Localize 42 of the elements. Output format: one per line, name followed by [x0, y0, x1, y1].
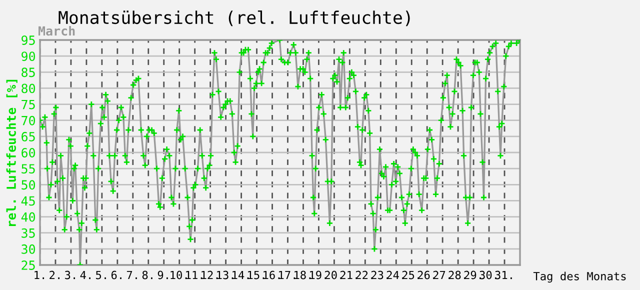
y-tick-label: 80 — [22, 84, 36, 94]
x-tick-label: 3. — [65, 270, 75, 280]
chart-subtitle: March — [38, 26, 75, 36]
x-tick-label: 13. — [217, 270, 234, 280]
y-tick-label: 95 — [22, 36, 35, 45]
x-tick-label: 14. — [232, 270, 249, 280]
x-tick-label: 11. — [186, 270, 202, 280]
y-tick-label: 50 — [22, 180, 36, 190]
x-tick-label: 30. — [480, 270, 496, 280]
x-tick-label: 1. — [34, 270, 44, 280]
x-tick-label: 12. — [202, 270, 218, 280]
x-tick-label: 4. — [80, 270, 90, 280]
x-tick-label: 29. — [464, 270, 481, 280]
y-axis-title: rel. Luftfeuchte [%] — [6, 80, 18, 226]
x-axis-title: Tag des Monats — [533, 272, 626, 283]
x-tick-label: 16. — [264, 270, 280, 280]
y-tick-label: 65 — [22, 132, 35, 142]
y-tick-label: 25 — [22, 260, 35, 270]
x-tick-label: 28. — [448, 270, 466, 280]
x-tick-label: 5. — [96, 270, 106, 280]
y-tick-label: 40 — [21, 212, 36, 222]
y-tick-label: 35 — [22, 228, 35, 238]
y-tick-label: 55 — [22, 164, 35, 174]
x-tick-label: 17. — [279, 270, 296, 280]
y-tick-label: 60 — [22, 148, 36, 158]
x-tick-label: 2. — [50, 270, 60, 280]
y-tick-label: 85 — [22, 68, 35, 78]
y-tick-label: 70 — [22, 116, 36, 126]
x-tick-label: 9. — [158, 270, 168, 280]
y-tick-label: 90 — [22, 52, 36, 62]
y-tick-label: 30 — [22, 244, 36, 254]
x-tick-label: 7. — [126, 270, 137, 280]
x-tick-label: 15. — [248, 270, 264, 280]
x-tick-label: 10. — [170, 270, 187, 280]
x-tick-label: 8. — [142, 270, 152, 280]
x-tick-label: 31. — [495, 270, 512, 280]
x-tick-label: 6. — [111, 270, 122, 280]
chart-title: Monatsübersicht (rel. Luftfeuchte) — [58, 10, 410, 26]
x-tick-label: 19. — [310, 270, 326, 280]
y-tick-label: 75 — [22, 100, 35, 110]
y-tick-label: 45 — [21, 196, 35, 206]
x-tick-label: 18. — [294, 270, 311, 280]
